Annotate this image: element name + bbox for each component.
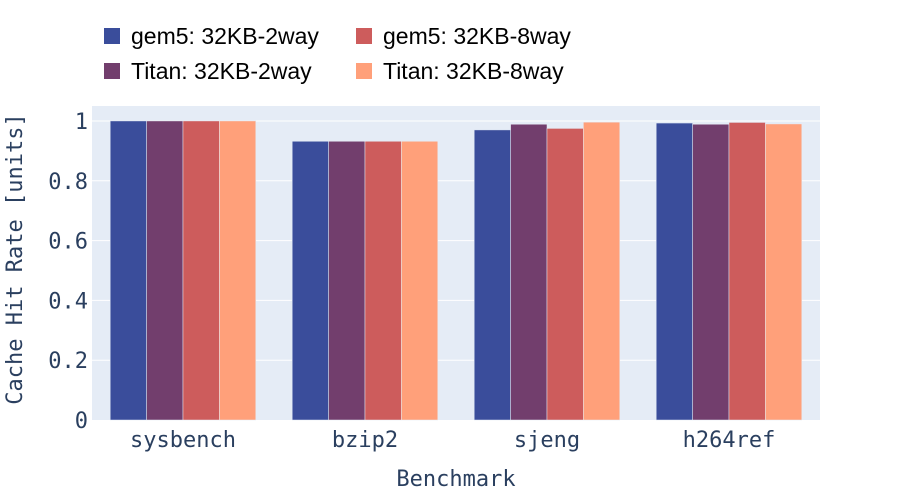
bar-gem5-32kb-8way-sysbench (182, 120, 220, 421)
legend: gem5: 32KB-2way Titan: 32KB-2way gem5: 32K… (104, 23, 571, 84)
legend-item-titan-32kb-8way[interactable]: Titan: 32KB-8way (356, 58, 564, 84)
y-tick-label: 0.4 (48, 289, 88, 314)
legend-swatch (356, 63, 372, 79)
bar-titan-32kb-8way-bzip2 (401, 141, 439, 421)
legend-label: gem5: 32KB-2way (131, 23, 319, 49)
bar-titan-32kb-2way-h264ref (692, 123, 730, 421)
y-tick-labels: 0 0.2 0.4 0.6 0.8 1 (48, 110, 88, 434)
legend-label: Titan: 32KB-2way (131, 58, 312, 84)
bar-gem5-32kb-2way-h264ref (655, 122, 693, 421)
legend-item-gem5-32kb-2way[interactable]: gem5: 32KB-2way (104, 23, 319, 49)
bar-titan-32kb-2way-sjeng (510, 123, 548, 421)
bar-titan-32kb-8way-h264ref (765, 123, 803, 421)
bar-gem5-32kb-8way-h264ref (728, 122, 766, 421)
bar-titan-32kb-8way-sjeng (583, 121, 621, 421)
x-axis-title: Benchmark (396, 467, 515, 492)
y-axis-title: Cache Hit Rate [units] (3, 113, 28, 404)
bar-gem5-32kb-2way-sjeng (473, 129, 511, 421)
legend-swatch (104, 63, 120, 79)
y-tick-label: 0.8 (48, 170, 88, 195)
legend-label: gem5: 32KB-8way (383, 23, 571, 49)
bar-titan-32kb-2way-bzip2 (328, 141, 366, 421)
bar-titan-32kb-8way-sysbench (219, 120, 257, 421)
legend-swatch (104, 28, 120, 44)
y-tick-label: 0.6 (48, 230, 88, 255)
x-tick-label: sjeng (514, 428, 580, 453)
legend-item-titan-32kb-2way[interactable]: Titan: 32KB-2way (104, 58, 312, 84)
x-tick-label: bzip2 (332, 428, 398, 453)
x-tick-labels: sysbench bzip2 sjeng h264ref (130, 428, 775, 453)
bar-gem5-32kb-8way-sjeng (546, 128, 584, 421)
y-tick-label: 0 (75, 409, 88, 434)
bar-gem5-32kb-2way-bzip2 (291, 141, 329, 421)
bars (109, 120, 803, 421)
y-tick-label: 0.2 (48, 349, 88, 374)
bar-titan-32kb-2way-sysbench (146, 120, 184, 421)
x-tick-label: h264ref (683, 428, 776, 453)
legend-label: Titan: 32KB-8way (383, 58, 564, 84)
bar-gem5-32kb-2way-sysbench (109, 120, 147, 421)
x-tick-label: sysbench (130, 428, 236, 453)
y-tick-label: 1 (75, 110, 88, 135)
legend-swatch (356, 28, 372, 44)
legend-item-gem5-32kb-8way[interactable]: gem5: 32KB-8way (356, 23, 571, 49)
bar-gem5-32kb-8way-bzip2 (364, 141, 402, 421)
